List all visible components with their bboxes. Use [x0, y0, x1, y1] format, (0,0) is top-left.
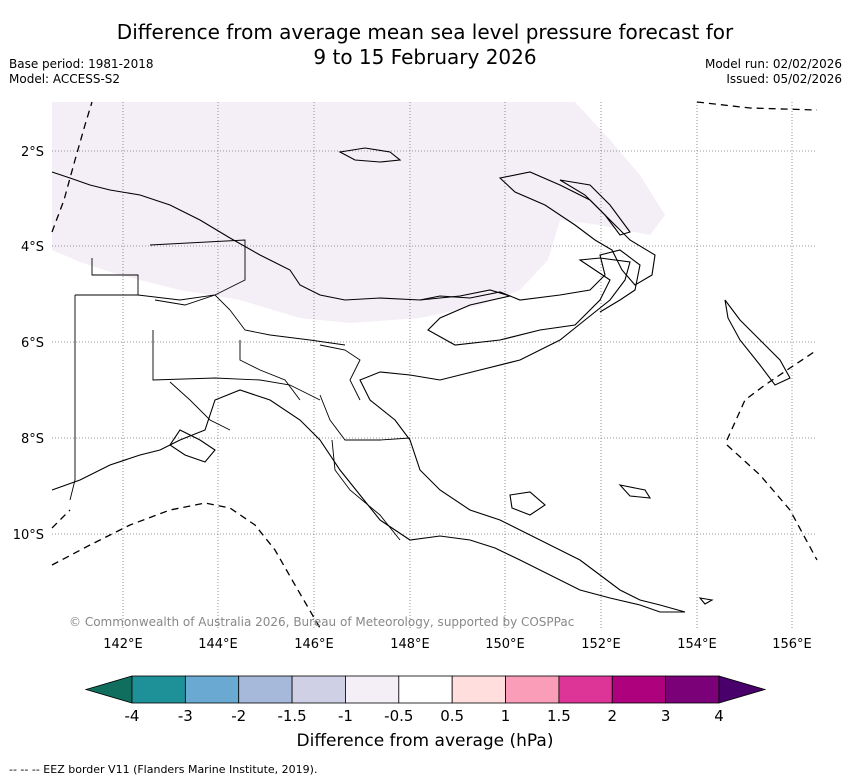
meta-right: Model run: 02/02/2026 Issued: 05/02/2026	[705, 57, 842, 87]
colorbar-tick-label: -3	[178, 707, 193, 725]
colorbar-swatch	[505, 675, 560, 704]
lat-label-2s: 2°S	[21, 145, 44, 160]
eez-borders	[51, 101, 818, 629]
map-title: Difference from average mean sea level p…	[0, 20, 850, 70]
colorbar-swatch	[398, 675, 453, 704]
colorbar-swatch	[558, 675, 613, 704]
colorbar-arrow-max	[718, 675, 767, 704]
colorbar-swatch	[611, 675, 667, 704]
lon-label-152e: 152°E	[581, 637, 621, 652]
colorbar-arrow-min	[84, 675, 133, 704]
eez-border-southwest	[51, 502, 321, 629]
manus-island-coast	[338, 147, 402, 163]
copyright-notice: © Commonwealth of Australia 2026, Bureau…	[69, 615, 574, 629]
lon-label-144e: 144°E	[198, 637, 238, 652]
eez-border-east	[726, 349, 818, 441]
sandaun-province-border	[75, 258, 139, 296]
colorbar-swatch	[291, 675, 346, 704]
colorbar: -4 -3 -2 -1.5 -1 -0.5 0.5 1 1.5 2 3 4	[84, 675, 767, 725]
papuan-peninsula-north-coast	[419, 249, 641, 313]
province-borders	[69, 239, 411, 541]
highlands-border-1	[152, 330, 321, 401]
lat-label-6s: 6°S	[21, 336, 44, 351]
new-ireland-coast	[559, 179, 631, 236]
islands-east-tip	[618, 484, 714, 605]
colorbar-swatch	[238, 675, 293, 704]
colorbar-swatch	[345, 675, 400, 704]
bougainville-coast	[724, 299, 791, 386]
colorbar-swatch	[665, 675, 720, 704]
colorbar-swatch	[131, 675, 186, 704]
morobe-border	[319, 344, 361, 401]
colorbar-swatch	[184, 675, 240, 704]
lat-label-8s: 8°S	[21, 432, 44, 447]
graticule	[52, 102, 817, 628]
lon-label-146e: 146°E	[294, 637, 334, 652]
eez-border-west-short	[51, 509, 71, 529]
eez-border-northeast	[696, 101, 818, 111]
colorbar-tick-label: 1.5	[547, 707, 571, 725]
colorbar-swatch	[451, 675, 506, 704]
colorbar-tick-label: -4	[125, 707, 140, 725]
colorbar-tick-label: 1	[501, 707, 511, 725]
international-border-west	[69, 295, 76, 501]
lon-label-142e: 142°E	[103, 637, 143, 652]
model-label: Model: ACCESS-S2	[9, 72, 121, 86]
colorbar-tick-label: -1.5	[277, 707, 306, 725]
central-province-border	[331, 439, 401, 541]
model-run-label: Model run: 02/02/2026	[704, 57, 842, 71]
fly-river-delta	[169, 429, 216, 463]
coastlines	[51, 147, 791, 613]
new-britain-coast	[498, 171, 656, 286]
anomaly-region-negative-small	[52, 102, 665, 323]
lon-label-150e: 150°E	[485, 637, 525, 652]
gulf-province-border	[319, 394, 411, 441]
highlands-border-2	[154, 294, 346, 346]
lon-label-156e: 156°E	[772, 637, 812, 652]
highlands-border-3	[169, 381, 231, 431]
eez-border-northwest	[51, 101, 93, 233]
colorbar-tick-label: -0.5	[384, 707, 413, 725]
meta-left: Base period: 1981-2018 Model: ACCESS-S2	[9, 57, 154, 87]
colorbar-tick-label: 0.5	[440, 707, 464, 725]
d-entrecasteaux-islands	[509, 491, 546, 516]
colorbar-tick-label: -1	[338, 707, 353, 725]
new-guinea-mainland-coast	[51, 171, 686, 613]
map-title-line2: 9 to 15 February 2026	[313, 45, 537, 69]
base-period-label: Base period: 1981-2018	[9, 57, 154, 71]
colorbar-tick-label: 4	[714, 707, 724, 725]
highlands-border-4	[239, 340, 301, 401]
map-title-line1: Difference from average mean sea level p…	[116, 20, 734, 44]
colorbar-tick-label: 3	[661, 707, 671, 725]
east-sepik-border	[137, 239, 246, 301]
lat-label-10s: 10°S	[13, 528, 44, 543]
lat-label-4s: 4°S	[21, 240, 44, 255]
eez-border-southeast	[726, 444, 818, 561]
eez-legend-note: -- -- -- EEZ border V11 (Flanders Marine…	[9, 763, 318, 776]
colorbar-tick-label: -2	[231, 707, 246, 725]
lon-label-154e: 154°E	[677, 637, 717, 652]
colorbar-tick-label: 2	[607, 707, 617, 725]
colorbar-title: Difference from average (hPa)	[296, 731, 554, 751]
issued-label: Issued: 05/02/2026	[726, 72, 842, 86]
lon-label-148e: 148°E	[390, 637, 430, 652]
